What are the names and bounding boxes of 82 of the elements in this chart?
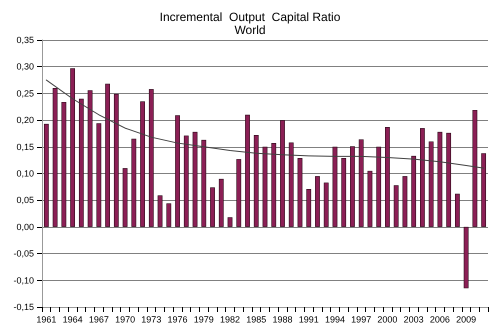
bar — [280, 120, 285, 227]
bar — [201, 140, 206, 227]
bar — [158, 195, 162, 227]
bar — [454, 194, 460, 227]
line-series — [46, 80, 484, 169]
bar — [61, 102, 66, 227]
bar — [437, 132, 442, 227]
y-tick-label: 0,30 — [16, 62, 34, 72]
y-tick-label: 0,00 — [16, 222, 34, 232]
bar — [114, 94, 119, 227]
bar — [175, 115, 180, 227]
y-tick-label: 0,05 — [16, 195, 34, 206]
bar — [394, 185, 399, 227]
bar — [262, 146, 268, 227]
bar — [376, 146, 382, 227]
bar — [52, 88, 58, 227]
y-tick-label: -0,15 — [13, 302, 34, 312]
x-tick-label: 1985 — [246, 314, 266, 324]
x-tick-label: 1988 — [272, 314, 293, 324]
bar — [140, 101, 145, 227]
bar — [332, 146, 338, 227]
x-tick-label: 1973 — [141, 314, 162, 324]
x-tick-label: 2006 — [430, 314, 450, 324]
bar — [131, 138, 136, 227]
bar — [306, 188, 312, 227]
bar — [192, 132, 198, 227]
x-tick-label: 1967 — [88, 314, 109, 324]
bar — [70, 68, 76, 227]
x-tick-label: 1979 — [194, 314, 214, 324]
bar — [44, 124, 49, 227]
bar — [446, 132, 452, 227]
y-tick-label: 0,35 — [16, 35, 34, 45]
bar — [411, 156, 416, 227]
bar — [148, 89, 154, 227]
bar — [288, 142, 294, 227]
x-tick-label: 2009 — [456, 314, 476, 324]
y-tick-label: -0,05 — [13, 248, 34, 259]
bar — [166, 203, 172, 227]
bar — [420, 128, 425, 227]
bar — [464, 226, 469, 288]
x-tick-label: 1982 — [220, 314, 240, 324]
bar — [254, 135, 259, 227]
bar — [210, 187, 215, 227]
bar — [428, 141, 434, 227]
bar — [96, 123, 102, 227]
bar — [228, 217, 232, 227]
x-tick-label: 1997 — [351, 314, 372, 324]
bar — [78, 98, 84, 227]
chart-title: Incremental Output Capital Ratio — [160, 10, 341, 24]
bar — [271, 143, 276, 227]
bar — [245, 114, 250, 227]
x-tick-label: 2000 — [377, 314, 398, 324]
y-tick-label: 0,25 — [16, 88, 34, 98]
bar — [298, 158, 302, 227]
y-tick-label: 0,10 — [16, 168, 34, 178]
bar — [358, 139, 364, 227]
bar — [385, 127, 390, 227]
bar — [472, 110, 478, 227]
bar — [481, 153, 486, 227]
y-tick-label: 0,20 — [16, 115, 34, 126]
bar — [315, 176, 320, 227]
x-tick-label: 1976 — [168, 314, 188, 324]
bar — [184, 136, 189, 227]
bar — [341, 158, 346, 227]
bar — [368, 170, 372, 227]
chart-subtitle: World — [234, 23, 266, 37]
x-tick-label: 1970 — [115, 314, 136, 324]
x-tick-label: 1964 — [62, 314, 83, 324]
bar — [122, 168, 128, 227]
y-tick-label: 0,15 — [16, 142, 34, 152]
x-tick-label: 2003 — [404, 314, 424, 324]
bar — [402, 176, 408, 227]
bar — [236, 159, 242, 227]
x-tick-label: 1994 — [324, 314, 345, 324]
bar — [350, 146, 355, 227]
bar — [324, 182, 329, 227]
bar — [105, 84, 110, 227]
bar — [218, 178, 224, 227]
x-tick-label: 1961 — [36, 314, 56, 324]
x-tick-label: 1991 — [298, 314, 319, 324]
y-tick-label: -0,10 — [13, 275, 34, 286]
bar — [88, 90, 93, 227]
